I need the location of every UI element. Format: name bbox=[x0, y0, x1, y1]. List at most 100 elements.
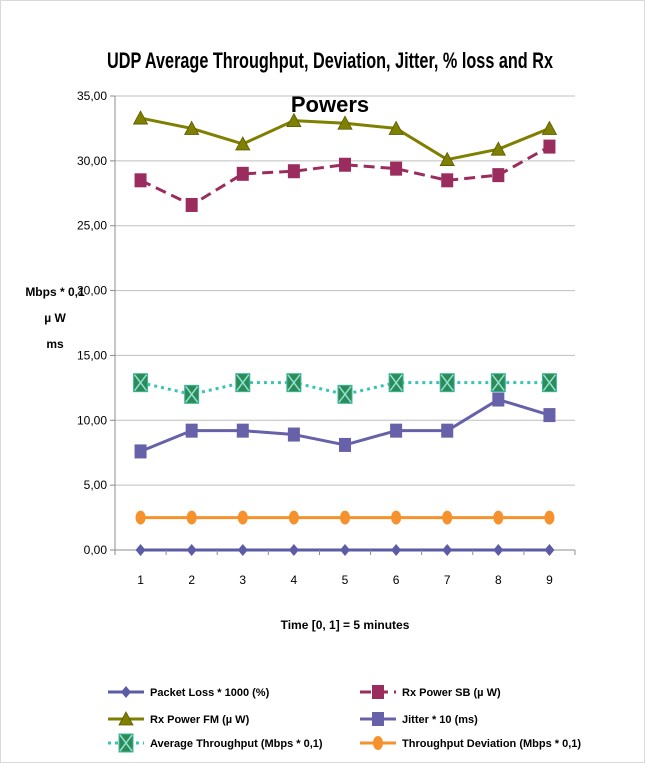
data-point-dev bbox=[340, 510, 350, 525]
x-tick-label: 7 bbox=[444, 573, 451, 587]
data-point-loss bbox=[237, 544, 248, 556]
y-tick-label: 35,00 bbox=[77, 89, 107, 103]
legend-entry-rxfm: Rx Power FM (µ W) bbox=[108, 711, 250, 726]
data-point-loss bbox=[186, 544, 197, 556]
data-point-loss bbox=[493, 544, 504, 556]
data-point-rxfm bbox=[388, 120, 404, 135]
y-tick-label: 0,00 bbox=[84, 543, 108, 557]
data-point-avg-cross-b bbox=[185, 385, 199, 403]
data-point-rxsb bbox=[134, 173, 147, 188]
data-point-loss bbox=[135, 544, 146, 556]
data-point-jitter bbox=[287, 427, 300, 442]
series-line-rxsb bbox=[139, 145, 551, 207]
data-point-loss bbox=[288, 544, 299, 556]
legend-swatch-marker bbox=[118, 711, 134, 726]
x-tick-label: 2 bbox=[188, 573, 195, 587]
data-point-jitter bbox=[441, 423, 454, 438]
chart-title-line1: UDP Average Throughput, Deviation, Jitte… bbox=[107, 48, 554, 73]
data-point-loss bbox=[340, 544, 350, 556]
y-tick-label: 20,00 bbox=[77, 284, 107, 298]
series-jitter bbox=[134, 392, 556, 459]
legend-label: Rx Power FM (µ W) bbox=[150, 714, 250, 726]
series-dev bbox=[135, 510, 555, 525]
data-point-rxfm bbox=[541, 120, 558, 135]
data-point-rxfm bbox=[490, 141, 507, 156]
y-tick-label: 25,00 bbox=[77, 219, 107, 233]
data-point-avg bbox=[439, 373, 455, 393]
data-point-rxsb bbox=[441, 173, 454, 188]
x-axis-label: Time [0, 1] = 5 minutes bbox=[281, 618, 410, 632]
data-point-rxfm bbox=[183, 120, 200, 135]
legend-label: Average Throughput (Mbps * 0,1) bbox=[150, 738, 323, 750]
legend-swatch-marker bbox=[118, 733, 134, 753]
data-point-dev bbox=[288, 510, 299, 525]
x-tick-label: 4 bbox=[291, 573, 298, 587]
legend-swatch-marker-cross-b bbox=[119, 734, 133, 752]
data-point-rxfm bbox=[132, 110, 149, 125]
data-point-jitter bbox=[390, 423, 403, 438]
y-axis-label-line1: Mbps * 0,1 bbox=[25, 285, 85, 299]
data-point-avg-cross-b bbox=[491, 374, 505, 392]
legend-entry-jitter: Jitter * 10 (ms) bbox=[360, 712, 478, 726]
data-point-avg-cross-b bbox=[236, 374, 250, 392]
data-point-jitter bbox=[492, 392, 505, 407]
data-point-avg bbox=[541, 373, 557, 393]
y-tick-label: 30,00 bbox=[77, 154, 107, 168]
data-point-loss bbox=[442, 544, 453, 556]
data-point-avg-cross-b bbox=[440, 374, 454, 392]
data-point-rxsb bbox=[543, 139, 556, 154]
series-rxsb bbox=[134, 139, 556, 212]
data-point-jitter bbox=[236, 423, 249, 438]
series-loss bbox=[135, 544, 555, 556]
data-point-rxsb bbox=[390, 161, 403, 176]
x-tick-label: 9 bbox=[546, 573, 553, 587]
data-point-jitter bbox=[339, 437, 351, 452]
data-point-rxfm bbox=[439, 151, 455, 166]
legend-label: Jitter * 10 (ms) bbox=[402, 714, 478, 726]
y-axis-label-line3: ms bbox=[46, 337, 64, 351]
x-tick-label: 8 bbox=[495, 573, 502, 587]
data-point-rxsb bbox=[339, 157, 351, 172]
data-point-avg bbox=[388, 373, 404, 393]
chart-title-line2: Powers bbox=[291, 92, 369, 117]
data-point-dev bbox=[442, 510, 453, 525]
data-point-dev bbox=[544, 510, 555, 525]
y-tick-labels: 0,00 5,00 10,00 15,00 20,00 25,00 30,00 35,00 bbox=[77, 89, 115, 557]
data-point-rxfm bbox=[286, 112, 302, 128]
data-point-dev bbox=[135, 510, 146, 525]
legend-swatch-marker bbox=[373, 736, 383, 750]
legend-swatch-marker bbox=[121, 686, 131, 698]
data-point-avg-cross-b bbox=[338, 385, 352, 403]
y-axis-label-line2: µ W bbox=[44, 311, 66, 325]
data-point-avg bbox=[490, 373, 506, 393]
data-point-dev bbox=[186, 510, 197, 525]
legend: Packet Loss * 1000 (%) Rx Power SB (µ W) R… bbox=[108, 685, 581, 753]
data-point-avg bbox=[133, 373, 149, 393]
data-point-avg bbox=[184, 384, 200, 404]
legend-label: Rx Power SB (µ W) bbox=[402, 687, 501, 699]
data-point-avg-cross-b bbox=[133, 374, 148, 392]
data-point-rxsb bbox=[236, 166, 249, 181]
gridlines bbox=[115, 95, 575, 486]
data-point-jitter bbox=[185, 423, 198, 438]
y-tick-label: 5,00 bbox=[84, 478, 108, 492]
data-point-avg-cross-b bbox=[542, 374, 557, 392]
legend-label: Throughput Deviation (Mbps * 0,1) bbox=[402, 738, 581, 750]
y-tick-label: 15,00 bbox=[77, 348, 107, 362]
data-point-avg bbox=[286, 373, 302, 393]
data-point-avg bbox=[337, 384, 353, 404]
data-point-rxsb bbox=[185, 197, 198, 212]
data-point-rxfm bbox=[235, 136, 251, 151]
data-point-dev bbox=[237, 510, 248, 525]
y-tick-label: 10,00 bbox=[77, 413, 107, 427]
x-tick-labels: 1 2 3 4 5 6 7 8 9 bbox=[114, 550, 576, 587]
legend-entry-rxsb: Rx Power SB (µ W) bbox=[360, 685, 501, 699]
x-tick-label: 3 bbox=[239, 573, 246, 587]
x-tick-label: 6 bbox=[393, 573, 400, 587]
legend-entry-avg: Average Throughput (Mbps * 0,1) bbox=[108, 733, 323, 753]
data-point-dev bbox=[493, 510, 504, 525]
x-tick-label: 5 bbox=[342, 573, 349, 587]
series bbox=[132, 110, 558, 556]
legend-swatch-marker bbox=[372, 712, 384, 726]
